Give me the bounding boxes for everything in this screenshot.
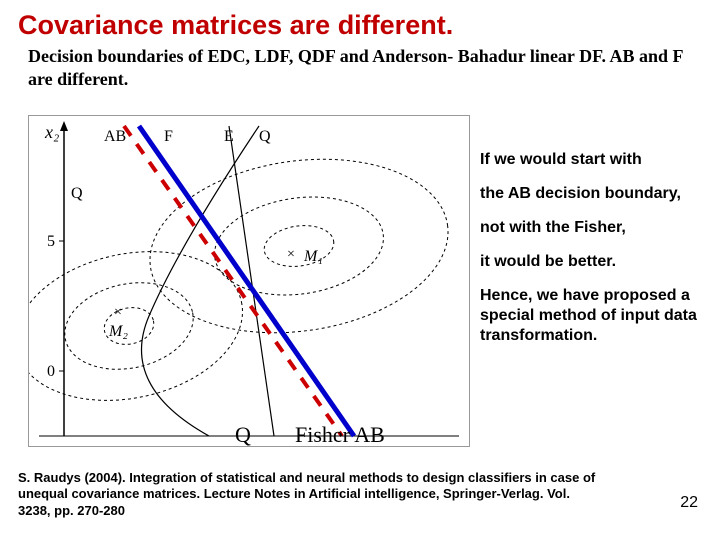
left-label-q: Q — [71, 185, 83, 202]
ab-line — [124, 126, 342, 436]
page-number: 22 — [680, 494, 698, 512]
ytick-label-5: 5 — [47, 233, 55, 250]
e-line — [229, 126, 274, 436]
m2-label: M₂ — [108, 323, 128, 340]
m1-marker: × — [287, 247, 295, 262]
y-axis-label: x₂ — [44, 122, 59, 142]
cluster-m1 — [139, 141, 460, 351]
chart-svg: 0 5 x₂ AB F E Q Q × M₁ × M₂ — [29, 116, 469, 446]
note-1: If we would start with — [480, 150, 705, 170]
ytick-label-0: 0 — [47, 363, 55, 380]
fisher-line — [139, 126, 354, 436]
top-label-f: F — [164, 128, 173, 145]
top-label-ab: AB — [104, 128, 126, 145]
cluster-m2 — [29, 232, 256, 421]
overlay-q-label: Q — [235, 422, 251, 448]
citation: S. Raudys (2004). Integration of statist… — [18, 470, 598, 519]
decision-boundary-figure: 0 5 x₂ AB F E Q Q × M₁ × M₂ — [28, 115, 470, 447]
note-3: not with the Fisher, — [480, 218, 705, 238]
slide-subtitle: Decision boundaries of EDC, LDF, QDF and… — [0, 45, 720, 96]
note-4: it would be better. — [480, 252, 705, 272]
note-5: Hence, we have proposed a special method… — [480, 286, 705, 346]
overlay-fisher-ab-label: Fisher AB — [295, 422, 385, 448]
m1-label: M₁ — [303, 248, 323, 265]
top-label-e: E — [224, 128, 234, 145]
slide-title: Covariance matrices are different. — [0, 0, 720, 45]
top-label-q: Q — [259, 128, 271, 145]
side-notes: If we would start with the AB decision b… — [480, 150, 705, 360]
m2-marker: × — [114, 305, 122, 320]
note-2: the AB decision boundary, — [480, 184, 705, 204]
y-axis-arrow — [60, 121, 68, 131]
